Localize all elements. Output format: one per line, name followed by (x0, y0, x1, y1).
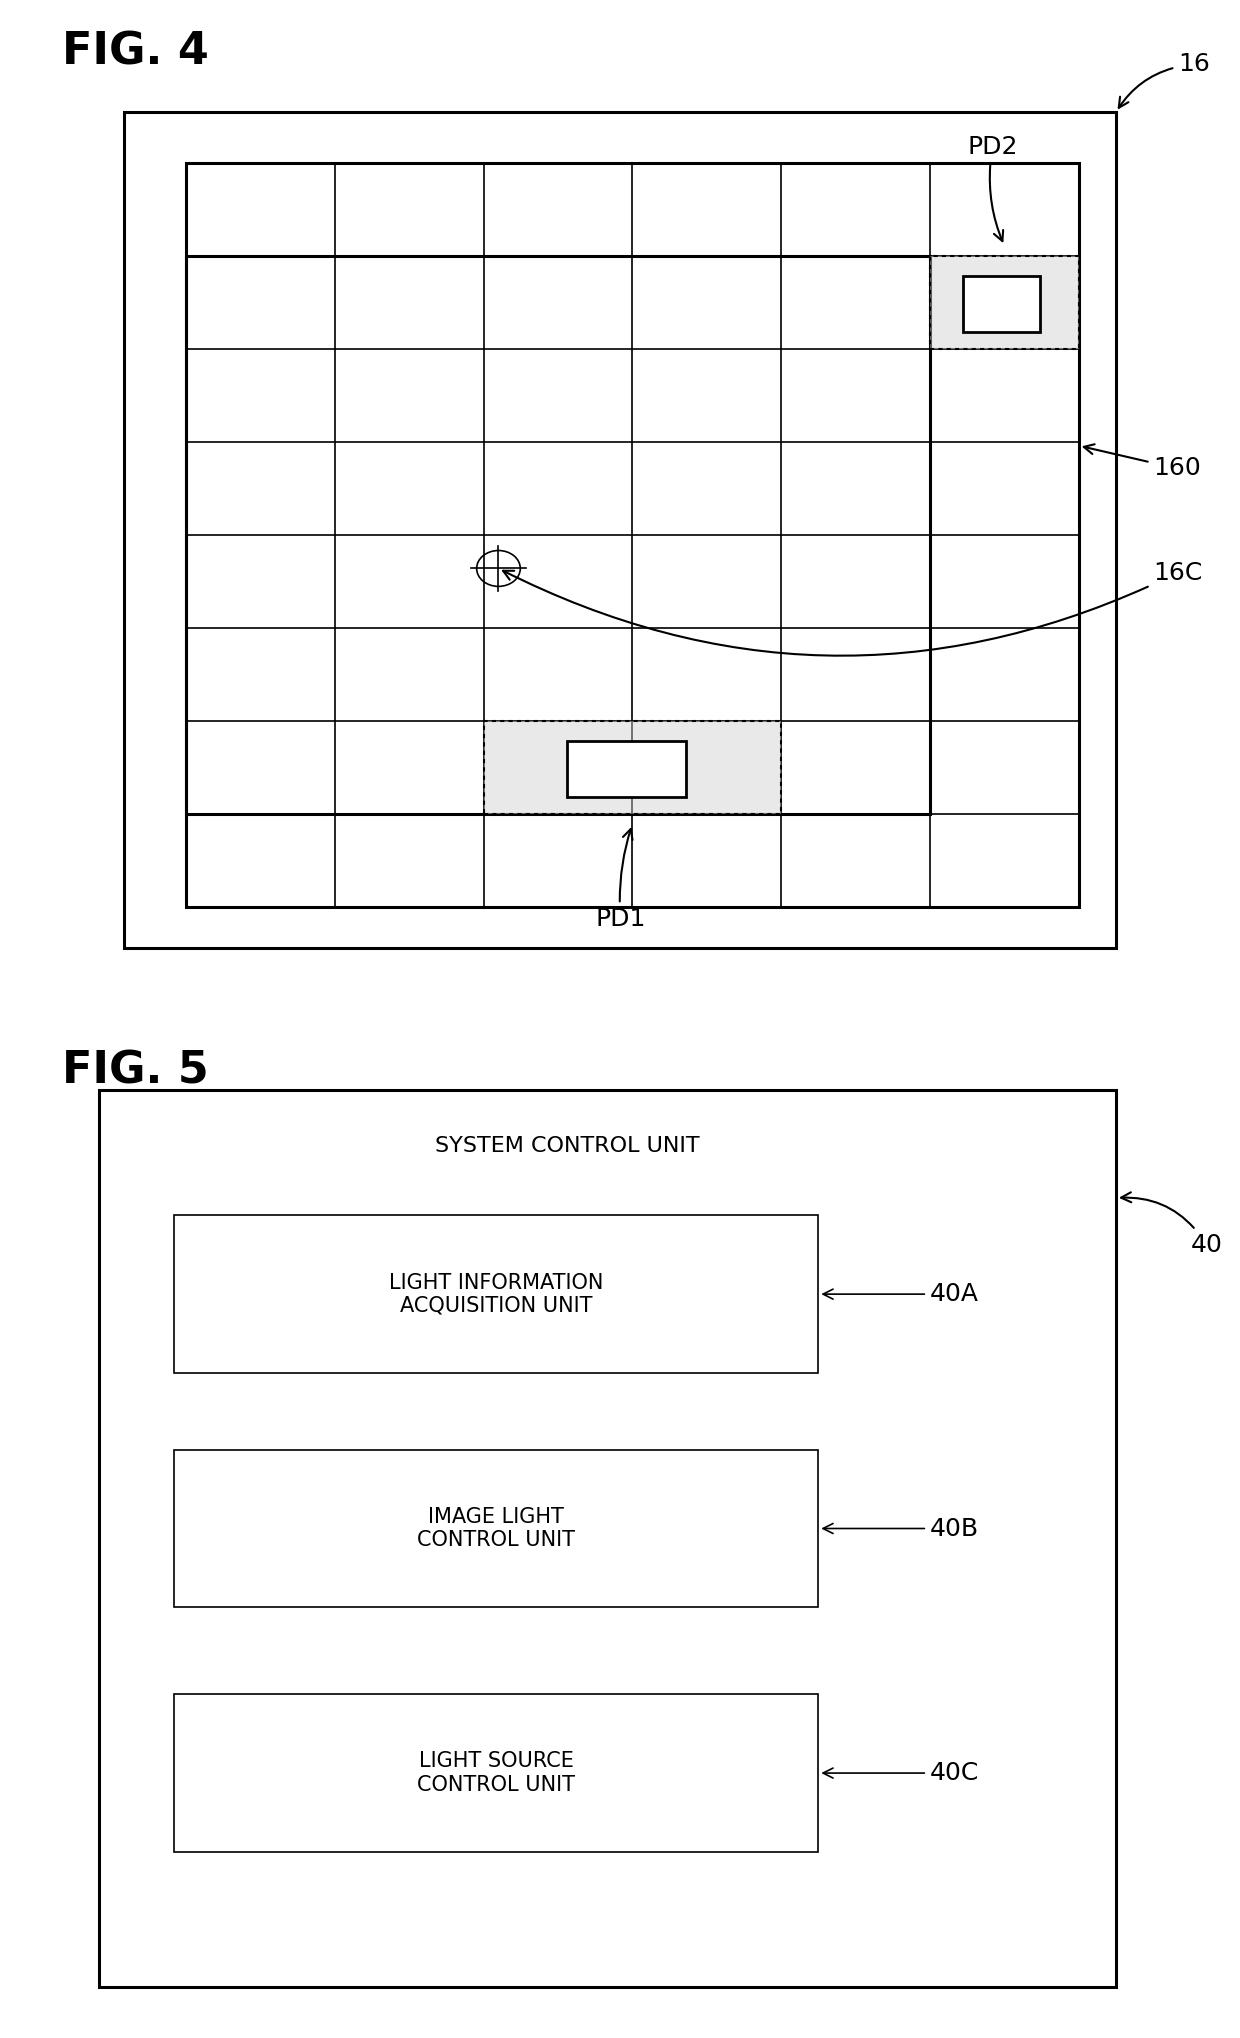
Text: 16: 16 (1118, 53, 1210, 108)
Bar (174, 1449, 818, 1608)
Text: IMAGE LIGHT
CONTROL UNIT: IMAGE LIGHT CONTROL UNIT (417, 1506, 575, 1551)
Text: FIG. 4: FIG. 4 (62, 31, 208, 73)
Bar (99, 1090, 1116, 1987)
Bar (484, 721, 781, 813)
Bar (174, 1694, 818, 1853)
Bar (174, 1215, 818, 1374)
Bar (930, 257, 1079, 348)
Text: 160: 160 (1084, 444, 1202, 481)
Text: FIG. 5: FIG. 5 (62, 1050, 208, 1092)
Text: 16C: 16C (503, 560, 1203, 656)
Bar (186, 163, 1079, 907)
Text: LIGHT INFORMATION
ACQUISITION UNIT: LIGHT INFORMATION ACQUISITION UNIT (389, 1272, 603, 1317)
Bar (962, 277, 1040, 332)
Text: 40C: 40C (823, 1761, 980, 1785)
Bar (930, 257, 1079, 348)
Text: 40B: 40B (823, 1516, 980, 1541)
Text: SYSTEM CONTROL UNIT: SYSTEM CONTROL UNIT (434, 1137, 699, 1156)
Bar (484, 721, 781, 813)
Text: 40A: 40A (823, 1282, 980, 1306)
Text: PD1: PD1 (595, 829, 646, 931)
Bar (124, 112, 1116, 948)
Bar (186, 257, 930, 813)
Text: PD2: PD2 (967, 135, 1018, 240)
Text: 40: 40 (1121, 1192, 1223, 1257)
Bar (567, 742, 686, 797)
Text: LIGHT SOURCE
CONTROL UNIT: LIGHT SOURCE CONTROL UNIT (417, 1751, 575, 1795)
